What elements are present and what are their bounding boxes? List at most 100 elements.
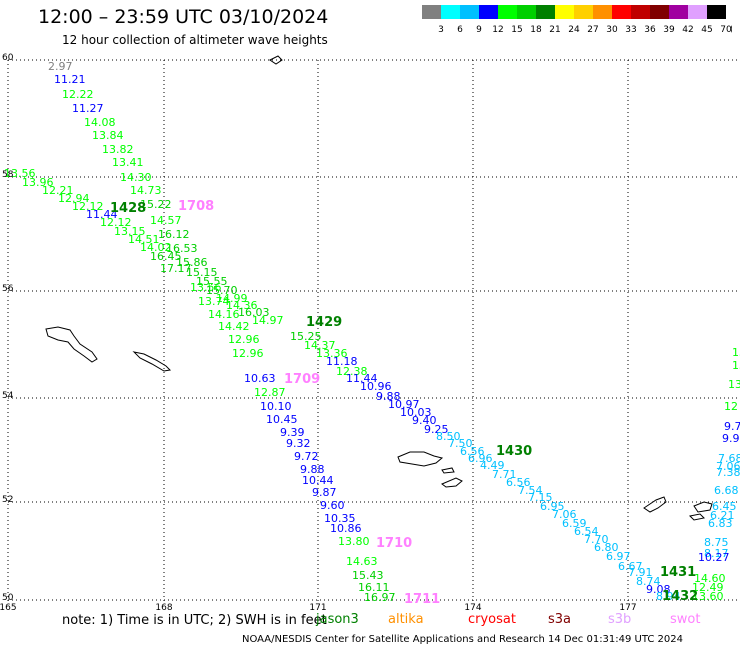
wave-value: 13.96 bbox=[22, 176, 54, 189]
satellite-name: altika bbox=[388, 612, 424, 627]
wave-value: 12.12 bbox=[100, 216, 132, 229]
legend-label: 3 bbox=[438, 25, 444, 35]
wave-value: 12.22 bbox=[62, 88, 94, 101]
wave-value: 15.15 bbox=[186, 266, 218, 279]
wave-value: 10.63 bbox=[244, 372, 276, 385]
wave-value: 15.70 bbox=[206, 284, 238, 297]
wave-value: 13.56 bbox=[190, 281, 222, 294]
legend-label: 70 bbox=[720, 25, 732, 35]
wave-value: 14.99 bbox=[216, 292, 248, 305]
wave-value: 8.17 bbox=[704, 547, 729, 560]
wave-value: 6.96 bbox=[468, 452, 493, 465]
wave-value: 6.95 bbox=[540, 500, 565, 513]
pass-time-label: 1710 bbox=[376, 536, 412, 551]
wave-value: 4.49 bbox=[480, 459, 505, 472]
wave-value: 7.15 bbox=[528, 491, 553, 504]
wave-value: 11.21 bbox=[54, 73, 86, 86]
footer-credit: NOAA/NESDIS Center for Satellite Applica… bbox=[242, 634, 684, 645]
wave-value: 7.70 bbox=[584, 533, 609, 546]
wave-value: 14.02 bbox=[140, 241, 172, 254]
lon-label: 171 bbox=[309, 603, 326, 613]
wave-value: 11.18 bbox=[326, 355, 358, 368]
pass-time-label: 1708 bbox=[178, 199, 214, 214]
pass-time-label: 1431 bbox=[660, 565, 696, 580]
wave-value: 14.97 bbox=[252, 314, 284, 327]
wave-value: 13.84 bbox=[92, 129, 124, 142]
wave-value: 10.86 bbox=[330, 522, 362, 535]
wave-value: 14.51 bbox=[128, 233, 160, 246]
wave-value: 14.60 bbox=[694, 572, 726, 585]
island-rat bbox=[397, 451, 444, 467]
wave-value: 9.72 bbox=[294, 450, 319, 463]
wave-value: 16.97 bbox=[364, 591, 396, 604]
wave-value: 6.56 bbox=[506, 476, 531, 489]
island-small-a bbox=[441, 477, 463, 488]
legend-label: 30 bbox=[606, 25, 618, 35]
legend-swatch bbox=[517, 5, 536, 19]
legend-label: 6 bbox=[457, 25, 463, 35]
wave-value: 6.97 bbox=[606, 550, 631, 563]
wave-value: 7.68 bbox=[718, 452, 740, 465]
lat-label: 50 bbox=[2, 593, 14, 603]
lat-label: 52 bbox=[2, 495, 13, 505]
legend-swatch bbox=[650, 5, 669, 19]
wave-value: 6.67 bbox=[618, 560, 643, 573]
legend-swatch bbox=[669, 5, 688, 19]
wave-value: 11.27 bbox=[72, 102, 104, 115]
wave-value: 8.75 bbox=[704, 536, 729, 549]
pass-time-label: 1430 bbox=[496, 444, 532, 459]
right-edge-values: 131313129.79.97.687.067.386.686.456.216.… bbox=[692, 346, 740, 603]
wave-value: 13.60 bbox=[692, 590, 724, 603]
legend-unit: (ft) bbox=[730, 25, 732, 35]
wave-value: 12 bbox=[724, 400, 738, 413]
wave-value: 12.96 bbox=[232, 347, 264, 360]
legend-swatch bbox=[593, 5, 612, 19]
longitude-labels: 165 168 171 174 177 bbox=[0, 603, 637, 613]
legend-swatch bbox=[688, 5, 707, 19]
wave-value: 9.60 bbox=[320, 499, 345, 512]
track-b-values: 13.5613.9612.2112.9412.1211.4412.1213.15… bbox=[4, 167, 396, 604]
legend-label: 12 bbox=[492, 25, 503, 35]
wave-value: 12.96 bbox=[228, 333, 260, 346]
wave-value: 10.27 bbox=[698, 551, 730, 564]
wave-value: 16.45 bbox=[150, 250, 182, 263]
wave-value: 15.86 bbox=[176, 256, 208, 269]
lon-label: 174 bbox=[464, 603, 481, 613]
wave-value: 15.22 bbox=[140, 198, 172, 211]
wave-value: 11.44 bbox=[346, 372, 378, 385]
wave-value: 14.30 bbox=[120, 171, 152, 184]
wave-value: 6.68 bbox=[714, 484, 739, 497]
wave-value: 13 bbox=[728, 378, 740, 391]
legend-label: 33 bbox=[625, 25, 636, 35]
wave-value: 7.06 bbox=[552, 508, 577, 521]
wave-value: 15.25 bbox=[290, 330, 322, 343]
wave-value: 12.12 bbox=[72, 200, 104, 213]
wave-value: 14.57 bbox=[150, 214, 182, 227]
wave-value: 14.16 bbox=[208, 308, 240, 321]
legend-swatch bbox=[498, 5, 517, 19]
lat-lon-grid bbox=[7, 59, 738, 602]
wave-value: 6.54 bbox=[574, 525, 599, 538]
wave-value: 9.88 bbox=[300, 463, 325, 476]
wave-value: 9.9 bbox=[722, 432, 740, 445]
legend-label: 24 bbox=[568, 25, 580, 35]
wave-value: 14.42 bbox=[218, 320, 250, 333]
island-east-b bbox=[693, 501, 713, 513]
pass-time-label: 1711 bbox=[404, 592, 440, 607]
wave-value: 10.96 bbox=[360, 380, 392, 393]
pass-time-label: 1709 bbox=[284, 372, 320, 387]
wave-value: 13.74 bbox=[198, 295, 230, 308]
wave-value: 7.38 bbox=[716, 466, 740, 479]
legend-label: 36 bbox=[644, 25, 656, 35]
pass-time-label: 1429 bbox=[306, 315, 342, 330]
wave-value: 8.74 bbox=[636, 575, 661, 588]
wave-value: 11.44 bbox=[86, 208, 118, 221]
wave-value: 10.35 bbox=[324, 512, 356, 525]
chart-title: 12:00 – 23:59 UTC 03/10/2024 bbox=[38, 6, 329, 28]
wave-value: 6.59 bbox=[562, 517, 587, 530]
wave-value: 10.97 bbox=[388, 398, 420, 411]
wave-value: 12.49 bbox=[692, 581, 724, 594]
lat-label: 58 bbox=[2, 170, 14, 180]
